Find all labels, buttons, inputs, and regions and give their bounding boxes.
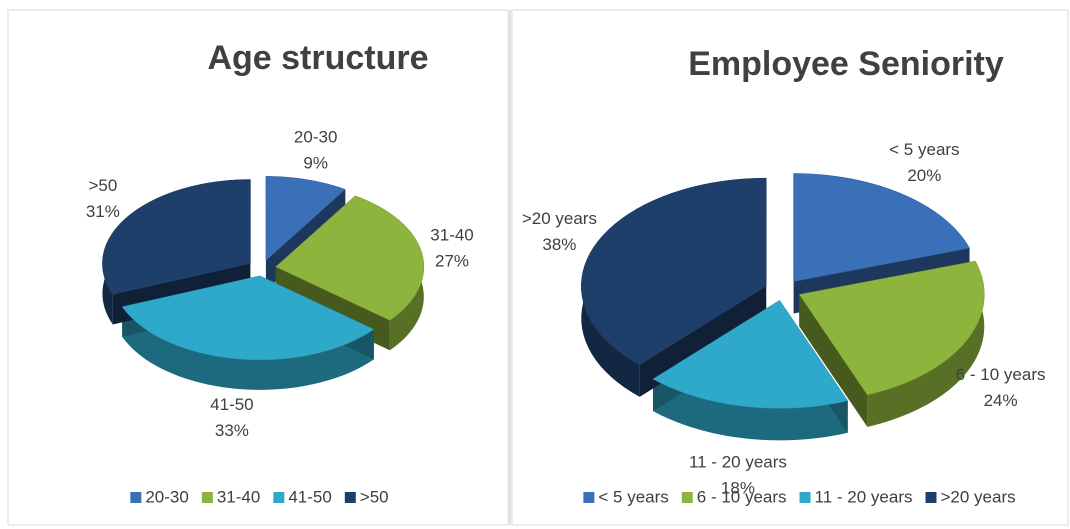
slice — [102, 179, 251, 295]
legend-label: >20 years — [941, 487, 1016, 506]
data-label-value: 31% — [86, 202, 120, 221]
legend-label: 41-50 — [288, 487, 331, 506]
slice — [121, 275, 375, 361]
legend-label: 11 - 20 years — [815, 487, 913, 506]
data-label-category: 20-30 — [294, 128, 337, 147]
slice-side — [652, 379, 848, 441]
data-label-category: 31-40 — [430, 225, 473, 244]
legend-swatch — [583, 492, 595, 503]
legend-swatch — [130, 492, 142, 503]
data-label-value: 38% — [542, 235, 576, 254]
legend-label: >50 — [360, 487, 389, 506]
legend-label: 6 - 10 years — [697, 487, 787, 506]
legend-swatch — [681, 492, 693, 503]
data-label-category: 6 - 10 years — [956, 365, 1046, 384]
data-label-value: 33% — [215, 421, 249, 440]
data-label-value: 24% — [984, 391, 1018, 410]
slice-side — [867, 261, 985, 427]
data-label-value: 20% — [907, 166, 941, 185]
legend-swatch — [273, 492, 285, 503]
data-label-value: 9% — [303, 154, 328, 173]
data-label-value: 18% — [721, 478, 755, 497]
slice — [275, 195, 425, 321]
data-label-category: >50 — [88, 176, 117, 195]
panel-right — [511, 9, 1069, 526]
legend-label: 31-40 — [217, 487, 260, 506]
slice — [652, 299, 849, 409]
legend-label: < 5 years — [598, 487, 668, 506]
panel-left — [7, 9, 509, 526]
legend-label: 20-30 — [145, 487, 188, 506]
data-label-value: 27% — [435, 251, 469, 270]
slice-side — [122, 306, 374, 390]
legend-swatch — [201, 492, 213, 503]
legend-swatch — [344, 492, 356, 503]
data-label-category: 11 - 20 years — [689, 452, 787, 471]
chart-title: Age structure — [207, 39, 428, 77]
slice — [798, 260, 985, 396]
slice — [793, 173, 970, 282]
data-label-category: < 5 years — [889, 140, 959, 159]
slice — [581, 177, 767, 366]
data-label-category: >20 years — [522, 209, 597, 228]
slice-edge — [799, 294, 868, 427]
legend-swatch — [799, 492, 811, 503]
slice — [265, 176, 346, 261]
chart-title: Employee Seniority — [688, 45, 1004, 83]
legend-swatch — [925, 492, 937, 503]
data-label-category: 41-50 — [210, 395, 253, 414]
